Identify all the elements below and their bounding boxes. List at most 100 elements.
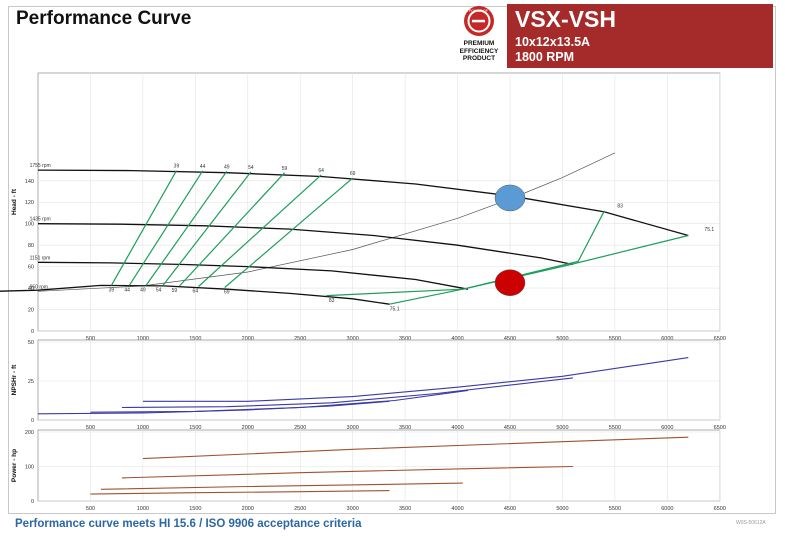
badge-small-text: THE POWER OF	[461, 9, 489, 13]
x-tick-label: 6000	[661, 336, 673, 342]
system-curve	[37, 152, 616, 292]
badge-label: PREMIUM EFFICIENCY PRODUCT	[452, 40, 506, 63]
x-tick-label: 5500	[609, 425, 621, 431]
y-tick-label: 120	[25, 200, 34, 206]
x-tick-label: 1500	[189, 425, 201, 431]
efficiency-label: 49	[140, 287, 146, 293]
efficiency-label-top: 54	[248, 165, 254, 171]
y-tick-label: 0	[31, 499, 34, 505]
x-tick-label: 1000	[137, 336, 149, 342]
speed-curve-2	[37, 223, 574, 266]
x-tick-label: 4500	[504, 336, 516, 342]
chart-panel-1: 500 1000 1500 2000 2500 3000 3500 4000 4500 5000 5…	[0, 72, 726, 342]
efficiency-line-49	[145, 170, 228, 286]
page-title: Performance Curve	[16, 8, 192, 29]
series-line-2	[121, 465, 573, 479]
efficiency-label: 69	[224, 289, 230, 295]
x-tick-label: 2000	[242, 336, 254, 342]
speed-curve-label: 1755 rpm	[30, 163, 51, 169]
x-tick-label: 2500	[294, 336, 306, 342]
badge-line-1: PREMIUM	[463, 40, 495, 47]
efficiency-line-39	[110, 170, 178, 286]
x-tick-label: 1500	[189, 506, 201, 512]
series-line-4	[37, 400, 390, 415]
bep-line-75.1	[389, 234, 689, 305]
x-tick-label: 2000	[242, 425, 254, 431]
y-tick-label: 80	[28, 243, 34, 249]
x-tick-label: 5500	[609, 336, 621, 342]
efficiency-label: 39	[109, 287, 115, 293]
efficiency-line-44	[128, 170, 204, 286]
x-tick-label: 6000	[661, 506, 673, 512]
efficiency-label: 64	[193, 288, 199, 294]
x-tick-label: 6500	[714, 336, 726, 342]
badge-line-3: PRODUCT	[462, 55, 496, 62]
x-tick-label: 3000	[347, 506, 359, 512]
series-line-2	[121, 377, 573, 409]
x-tick-label: 4000	[451, 336, 463, 342]
x-tick-label: 6000	[661, 425, 673, 431]
x-tick-label: 2500	[294, 506, 306, 512]
model-rpm: 1800 RPM	[515, 50, 575, 64]
series-line-1	[142, 436, 689, 460]
efficiency-label: 83	[617, 204, 623, 210]
y-tick-label: 200	[25, 430, 34, 436]
acceptance-note: Performance curve meets HI 15.6 / ISO 99…	[15, 518, 362, 530]
y-tick-label: 50	[28, 340, 34, 346]
y-tick-label: 0	[31, 329, 34, 335]
y-tick-label: 40	[28, 286, 34, 292]
x-tick-label: 5000	[556, 506, 568, 512]
speed-curve-label: 950 rpm	[30, 284, 48, 290]
efficiency-label: 59	[172, 288, 178, 294]
y-axis-label: NPSHr - ft	[11, 364, 18, 396]
x-tick-label: 3500	[399, 506, 411, 512]
chart-panel-3: 500 1000 1500 2000 2500 3000 3500 4000 4500 5000 5…	[11, 429, 726, 512]
y-tick-label: 100	[25, 222, 34, 228]
efficiency-line-64	[198, 174, 322, 287]
x-tick-label: 5000	[556, 425, 568, 431]
premium-efficiency-badge	[464, 6, 494, 36]
chart-panel-2: 500 1000 1500 2000 2500 3000 3500 4000 4500 5000 5…	[11, 339, 726, 431]
panel-border	[37, 339, 721, 421]
speed-curve-label: 1151 rpm	[30, 255, 51, 261]
x-tick-label: 4000	[451, 506, 463, 512]
system-curve-group	[37, 152, 616, 292]
x-tick-label: 500	[86, 336, 95, 342]
x-tick-label: 1000	[137, 425, 149, 431]
efficiency-label-top: 44	[200, 164, 206, 170]
x-tick-label: 6500	[714, 506, 726, 512]
x-tick-label: 500	[86, 425, 95, 431]
efficiency-label: 44	[124, 287, 130, 293]
x-tick-label: 5500	[609, 506, 621, 512]
speed-curve-4	[0, 284, 390, 305]
efficiency-line-69	[224, 177, 354, 288]
efficiency-line-54	[162, 171, 252, 286]
y-tick-label: 0	[31, 418, 34, 424]
chart-frame	[8, 6, 776, 514]
efficiency-label: 75.1	[704, 227, 714, 233]
x-tick-label: 2500	[294, 425, 306, 431]
efficiency-label-top: 39	[174, 164, 180, 170]
speed-curve-1	[37, 169, 689, 237]
x-tick-label: 4500	[504, 506, 516, 512]
series-line-3	[100, 482, 463, 490]
efficiency-label: 83	[329, 298, 335, 304]
x-tick-label: 1500	[189, 336, 201, 342]
x-tick-label: 3500	[399, 425, 411, 431]
document-id: W0S-50612A	[736, 520, 766, 526]
y-tick-label: 140	[25, 179, 34, 185]
efficiency-label-top: 64	[318, 168, 324, 174]
y-tick-label: 25	[28, 379, 34, 385]
speed-curve-3	[37, 261, 469, 290]
x-tick-label: 5000	[556, 336, 568, 342]
series-line-4	[90, 490, 390, 495]
efficiency-label: 75.1	[390, 307, 400, 313]
y-tick-label: 60	[28, 265, 34, 271]
efficiency-label-top: 59	[282, 166, 288, 172]
efficiency-label-top: 69	[350, 171, 356, 177]
efficiency-label: 54	[156, 287, 162, 293]
x-tick-label: 3500	[399, 336, 411, 342]
x-tick-label: 2000	[242, 506, 254, 512]
x-tick-label: 1000	[137, 506, 149, 512]
